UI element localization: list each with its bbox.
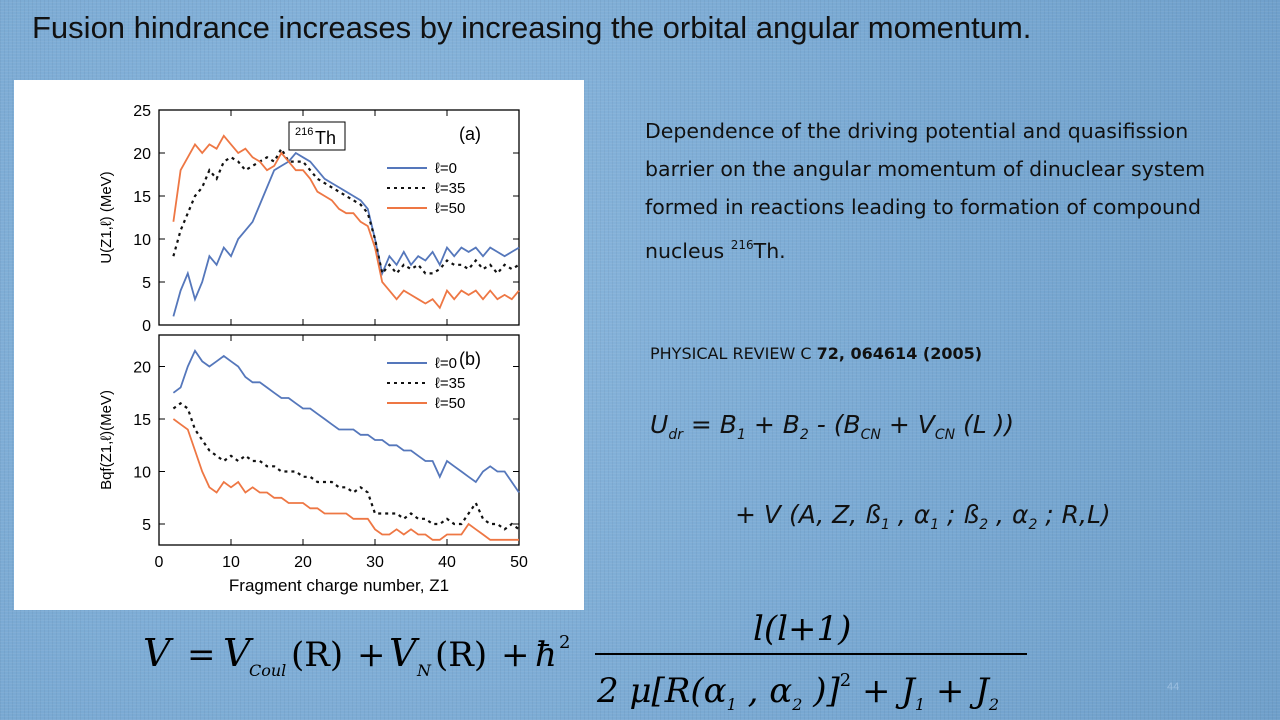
reference-details: 72, 064614 (2005) <box>816 344 983 363</box>
y-tick-label: 0 <box>142 318 151 335</box>
eq2-sub-3: 2 <box>979 517 989 533</box>
formula-lhs: V <box>143 631 174 675</box>
x-tick-label: 50 <box>510 554 528 571</box>
formula-denominator: 2 μ[R(α1 , α2 )]2 + J1 + J2 <box>596 670 999 714</box>
series-line-a-2 <box>172 134 520 310</box>
formula-svg: V = V Coul (R) + V N (R) + ħ 2 l(l+1) 2 … <box>143 610 1027 714</box>
y-tick-label: 25 <box>133 103 151 120</box>
panel-label: (b) <box>459 349 481 369</box>
eq2-part-1: + V (A, Z, ß <box>735 500 881 529</box>
eq1-sub-2: 2 <box>799 427 809 443</box>
nucleus-symbol-label: Th <box>315 128 336 148</box>
description-line-3b: Th. <box>753 239 786 263</box>
legend-entry: ℓ=0 <box>435 160 457 177</box>
legend-entry: ℓ=50 <box>435 200 465 217</box>
series-line-a-0 <box>172 151 520 317</box>
series-line-b-1 <box>172 401 520 531</box>
nucleus-label-box <box>288 121 346 151</box>
x-axis-label: Fragment charge number, Z1 <box>229 576 449 595</box>
nucleus-mass-label: 216 <box>295 126 313 138</box>
series-line-a-1 <box>172 146 520 276</box>
driving-potential-equation: Udr = B1 + B2 - (BCN + VCN (L )) <box>650 410 1014 443</box>
y-tick-label: 20 <box>133 360 151 377</box>
nucleus-nucleus-potential-formula: V = V Coul (R) + V N (R) + ħ 2 l(l+1) 2 … <box>135 610 1035 720</box>
formula-plus-1: + <box>357 635 386 675</box>
y-tick-label: 15 <box>133 412 151 429</box>
reference-journal: PHYSICAL REVIEW C <box>650 344 817 363</box>
y-tick-label: 5 <box>142 275 151 292</box>
x-tick-label: 40 <box>438 554 456 571</box>
formula-r-2: (R) <box>435 635 487 675</box>
page-number: 44 <box>1167 681 1180 693</box>
formula-hbar: ħ <box>535 635 557 675</box>
eq2-sub-2: 1 <box>930 517 940 533</box>
eq1-sub-cn-2: CN <box>934 427 956 443</box>
formula-coul-sub: Coul <box>249 661 286 680</box>
y-tick-label: 10 <box>133 232 151 249</box>
formula-numerator: l(l+1) <box>753 610 851 649</box>
formula-hbar-exponent: 2 <box>559 632 570 653</box>
legend-entry: ℓ=35 <box>435 180 465 197</box>
eq1-symbol-u: U <box>650 410 669 439</box>
y-tick-label: 5 <box>142 517 151 534</box>
eq2-part-4: , α <box>988 500 1029 529</box>
y-tick-label: 20 <box>133 146 151 163</box>
y-axis-label: U(Z1,ℓ) (MeV) <box>98 171 115 263</box>
y-tick-label: 15 <box>133 189 151 206</box>
x-tick-label: 20 <box>294 554 312 571</box>
eq2-sub-4: 2 <box>1028 517 1038 533</box>
formula-equals: = <box>187 635 216 675</box>
eq2-part-5: ; R,L) <box>1037 500 1111 529</box>
description-line-3: formed in reactions leading to formation… <box>645 188 1245 270</box>
legend-entry: ℓ=35 <box>435 375 465 392</box>
eq1-part-5: (L )) <box>955 410 1015 439</box>
formula-plus-2: + <box>501 635 530 675</box>
eq1-sub-dr: dr <box>668 427 683 443</box>
y-tick-label: 10 <box>133 465 151 482</box>
legend-entry: ℓ=0 <box>435 355 457 372</box>
series-line-b-0 <box>172 348 520 494</box>
x-tick-label: 30 <box>366 554 384 571</box>
eq2-sub-1: 1 <box>880 517 890 533</box>
series-line-b-2 <box>172 418 519 541</box>
formula-v-coul: V <box>223 631 254 675</box>
slide-title: Fusion hindrance increases by increasing… <box>32 10 1032 45</box>
eq1-part-4: + V <box>880 410 935 439</box>
mass-number-superscript: 216 <box>730 238 754 252</box>
eq1-part-1: = B <box>682 410 737 439</box>
formula-n-sub: N <box>416 661 432 680</box>
description-line-2: barrier on the angular momentum of dinuc… <box>645 157 1206 181</box>
eq1-sub-1: 1 <box>736 427 746 443</box>
y-axis-label: Bqf(Z1,ℓ)(MeV) <box>98 390 115 490</box>
description-line-1: Dependence of the driving potential and … <box>645 119 1189 143</box>
formula-r-1: (R) <box>291 635 343 675</box>
figure-panel: 0 5 10 15 20 25 U(Z1,ℓ) (MeV) (a) ℓ=0 ℓ=35 ℓ=50 216… <box>14 80 584 610</box>
plot-frame-a <box>158 109 520 326</box>
description-line-3a: formed in reactions leading to formation… <box>645 195 1201 263</box>
eq1-part-2: + B <box>745 410 800 439</box>
eq1-part-3: - (B <box>808 410 861 439</box>
legend-entry: ℓ=50 <box>435 395 465 412</box>
figure-description: Dependence of the driving potential and … <box>645 112 1245 270</box>
x-tick-label: 0 <box>155 554 164 571</box>
reference-citation: PHYSICAL REVIEW C 72, 064614 (2005) <box>650 344 982 363</box>
x-tick-label: 10 <box>222 554 240 571</box>
panel-label: (a) <box>459 124 481 144</box>
eq1-sub-cn-1: CN <box>860 427 881 443</box>
formula-v-n: V <box>389 631 420 675</box>
eq2-part-2: , α <box>889 500 931 529</box>
potential-continuation-equation: + V (A, Z, ß1 , α1 ; ß2 , α2 ; R,L) <box>735 500 1111 533</box>
eq2-part-3: ; ß <box>939 500 980 529</box>
plot-frame-b <box>158 334 520 546</box>
